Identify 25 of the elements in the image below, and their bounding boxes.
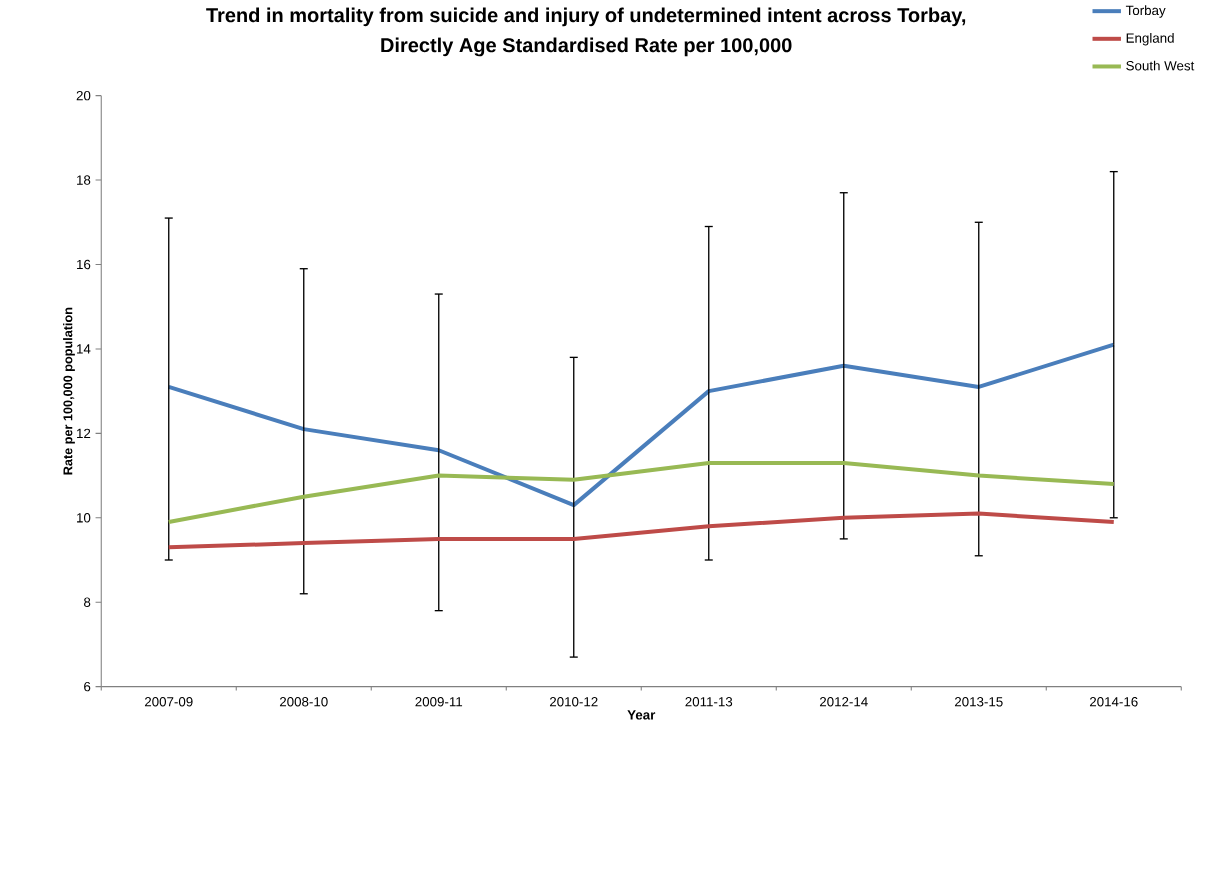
line-series [166, 511, 1116, 550]
x-tick-label: 2013-15 [954, 696, 1003, 707]
x-tick-label: 2007-09 [144, 696, 193, 707]
y-tick-label: 18 [77, 175, 91, 185]
legend-label: South West [1126, 60, 1195, 71]
x-tick-label: 2009-11 [415, 696, 463, 707]
x-tick-label: 2014-16 [1089, 696, 1138, 707]
legend-label: Torbay [1125, 5, 1166, 18]
x-axis-title: Year [627, 710, 656, 720]
y-tick-label: 8 [84, 597, 91, 607]
x-tick-label: 2011-13 [685, 696, 733, 707]
y-axis-title: Rate per 100,000 population [63, 307, 75, 475]
line-series [166, 342, 1116, 507]
legend-label: England [1126, 32, 1174, 46]
y-tick-label: 10 [77, 512, 91, 523]
y-tick-label: 12 [77, 428, 91, 438]
x-tick-label: 2008-10 [279, 696, 328, 707]
x-tick-label: 2010-12 [549, 696, 598, 707]
line-series [166, 460, 1116, 524]
y-tick-label: 14 [77, 344, 91, 354]
chart-title: Trend in mortality from suicide and injury of undetermined intent across Torbay, Directly Age Standardised Rate per 100,000 [206, 7, 966, 57]
y-tick-label: 20 [76, 90, 91, 101]
y-tick-label: 6 [84, 681, 91, 692]
x-tick-label: 2012-14 [819, 696, 868, 707]
y-tick-label: 16 [77, 259, 91, 269]
